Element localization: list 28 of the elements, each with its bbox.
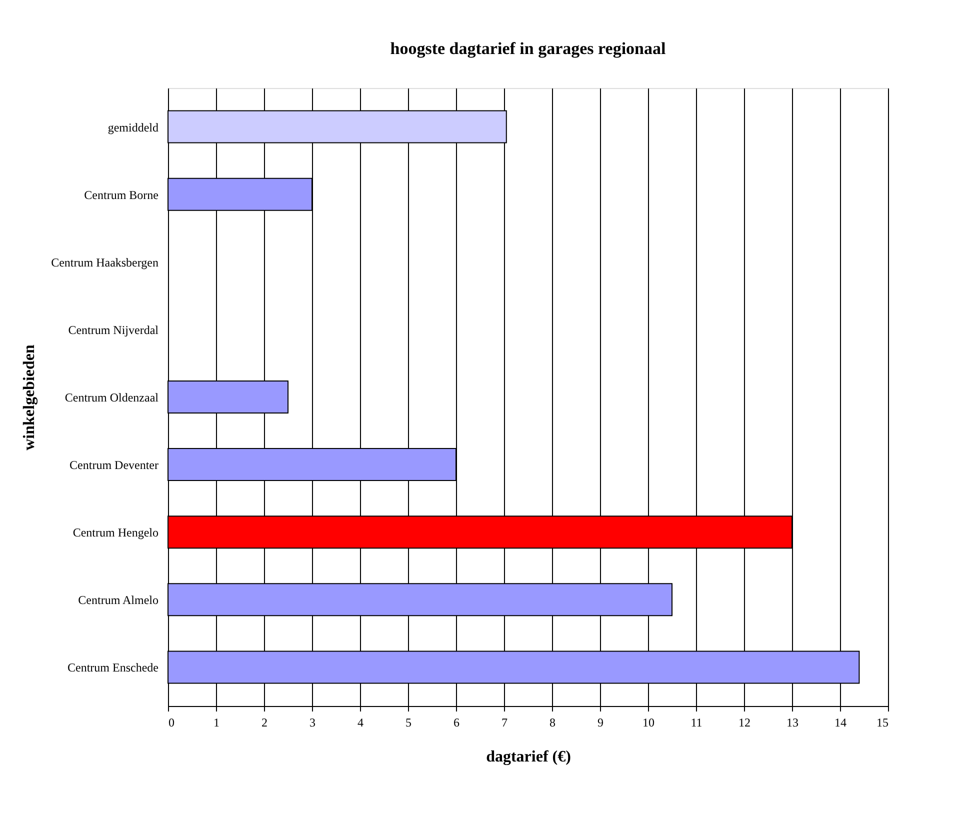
y-tick-label: Centrum Hengelo	[72, 526, 158, 540]
x-tick-label: 5	[406, 716, 412, 730]
y-tick-label: Centrum Deventer	[70, 458, 159, 472]
x-tick-label: 8	[550, 716, 556, 730]
x-tick-label: 2	[262, 716, 268, 730]
x-tick-label: 4	[358, 716, 364, 730]
y-tick-label: Centrum Haaksbergen	[51, 255, 158, 270]
x-tick-label: 7	[502, 716, 508, 730]
x-tick-label: 12	[738, 716, 750, 730]
y-tick-label: gemiddeld	[108, 120, 158, 134]
y-tick-label: Centrum Enschede	[68, 660, 158, 675]
y-tick-label: Centrum Borne	[84, 188, 158, 202]
x-tick-label: 3	[310, 716, 316, 730]
x-tick-label: 15	[876, 716, 888, 730]
x-tick-label: 9	[598, 716, 604, 730]
x-tick-label: 6	[454, 716, 460, 730]
y-axis-title: winkelgebieden	[21, 344, 38, 450]
chart-title: hoogste dagtarief in garages regionaal	[390, 39, 666, 58]
x-tick-label: 11	[690, 716, 702, 730]
x-tick-label: 0	[168, 716, 174, 730]
x-tick-label: 10	[642, 716, 654, 730]
y-tick-label: Centrum Almelo	[78, 593, 158, 608]
y-tick-label: Centrum Oldenzaal	[64, 390, 160, 404]
x-tick-label: 14	[834, 716, 846, 730]
x-tick-label: 13	[786, 716, 798, 730]
x-tick-label: 1	[214, 716, 220, 730]
y-tick-label: Centrum Nijverdal	[68, 322, 160, 337]
x-axis-title: dagtarief (€)	[486, 748, 571, 766]
